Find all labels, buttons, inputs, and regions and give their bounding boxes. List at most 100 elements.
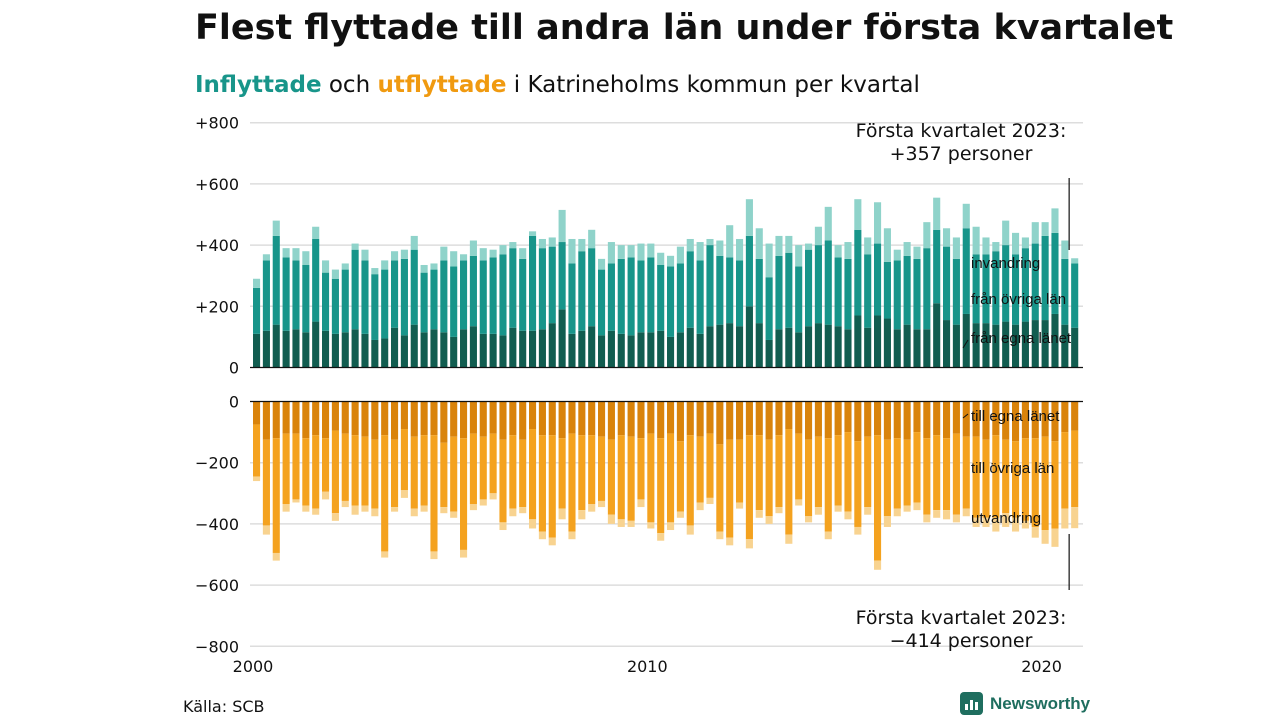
inflow-bar-segment bbox=[381, 260, 389, 270]
inflow-bar-segment bbox=[706, 245, 714, 327]
outflow-bar-segment bbox=[430, 401, 438, 436]
inflow-bar-segment bbox=[676, 246, 684, 264]
inflow-bar-segment bbox=[351, 243, 359, 250]
inflow-bar-segment bbox=[952, 324, 960, 368]
outflow-bar-segment bbox=[499, 401, 507, 440]
outflow-bar-segment bbox=[351, 401, 359, 436]
inflow-bar-segment bbox=[598, 269, 606, 336]
outflow-bar-segment bbox=[952, 401, 960, 434]
inflow-bar-segment bbox=[312, 226, 320, 239]
inflow-bar-segment bbox=[1071, 327, 1079, 368]
inflow-bar-segment bbox=[489, 249, 497, 258]
inflow-bar-segment bbox=[341, 263, 349, 270]
brand-logo[interactable]: Newsworthy bbox=[960, 692, 1090, 715]
inflow-bar-segment bbox=[292, 248, 300, 261]
inflow-bar-segment bbox=[450, 266, 458, 337]
inflow-bar-segment bbox=[272, 235, 280, 325]
outflow-bar-segment bbox=[578, 401, 586, 436]
outflow-bar-segment bbox=[874, 560, 882, 570]
inflow-bar-segment bbox=[696, 242, 704, 261]
inflow-bar-segment bbox=[736, 260, 744, 327]
inflow-bar-segment bbox=[1012, 324, 1020, 368]
outflow-bar-segment bbox=[676, 441, 684, 512]
outflow-bar-segment bbox=[1031, 438, 1039, 527]
outflow-bar-segment bbox=[736, 401, 744, 440]
inflow-bar-segment bbox=[1031, 243, 1039, 321]
outflow-bar-segment bbox=[568, 401, 576, 434]
outflow-bar-segment bbox=[962, 401, 970, 437]
inflow-bar-segment bbox=[420, 332, 428, 368]
outflow-bar-segment bbox=[341, 401, 349, 434]
inflow-bar-segment bbox=[292, 329, 300, 368]
inflow-bar-segment bbox=[785, 252, 793, 328]
inflow-bar-segment bbox=[548, 237, 556, 247]
outflow-bar-segment bbox=[548, 435, 556, 538]
inflow-bar-segment bbox=[834, 257, 842, 327]
inflow-bar-segment bbox=[805, 326, 813, 368]
inflow-bar-segment bbox=[302, 264, 310, 333]
outflow-bar-segment bbox=[519, 439, 527, 508]
inflow-bar-segment bbox=[952, 237, 960, 259]
inflow-bar-segment bbox=[893, 260, 901, 330]
inflow-bar-segment bbox=[1012, 254, 1020, 325]
outflow-bar-segment bbox=[657, 401, 665, 439]
inflow-bar-segment bbox=[992, 324, 1000, 368]
inflow-bar-segment bbox=[312, 321, 320, 368]
inflow-bar-segment bbox=[1051, 313, 1059, 368]
inflow-bar-segment bbox=[864, 327, 872, 368]
outflow-bar-segment bbox=[558, 508, 566, 520]
outflow-bar-segment bbox=[391, 507, 399, 512]
outflow-bar-segment bbox=[814, 507, 822, 515]
outflow-bar-segment bbox=[430, 551, 438, 560]
outflow-bar-segment bbox=[322, 438, 330, 492]
inflow-bar-segment bbox=[883, 228, 891, 262]
inflow-bar-segment bbox=[440, 246, 448, 261]
inflow-bar-segment bbox=[598, 335, 606, 368]
inflow-bar-segment bbox=[1041, 320, 1049, 368]
inflow-bar-segment bbox=[529, 235, 537, 331]
outflow-bar-segment bbox=[430, 435, 438, 552]
inflow-bar-segment bbox=[1071, 258, 1079, 264]
inflow-bar-segment bbox=[430, 329, 438, 368]
inflow-bar-segment bbox=[391, 260, 399, 328]
outflow-bar-segment bbox=[805, 516, 813, 523]
outflow-bar-segment bbox=[696, 401, 704, 437]
outflow-bar-segment bbox=[667, 522, 675, 531]
inflow-bar-segment bbox=[864, 254, 872, 328]
inflow-bar-segment bbox=[410, 235, 418, 250]
y-tick-label: +400 bbox=[195, 236, 239, 255]
inflow-bar-segment bbox=[923, 329, 931, 368]
outflow-bar-segment bbox=[588, 504, 596, 512]
outflow-bar-segment bbox=[647, 401, 655, 434]
outflow-bar-segment bbox=[262, 439, 270, 526]
inflow-bar-segment bbox=[588, 326, 596, 368]
inflow-bar-segment bbox=[440, 260, 448, 333]
outflow-bar-segment bbox=[726, 537, 734, 546]
outflow-bar-segment bbox=[371, 508, 379, 517]
inflow-bar-segment bbox=[785, 235, 793, 253]
outflow-bar-segment bbox=[775, 435, 783, 508]
inflow-bar-segment bbox=[864, 237, 872, 255]
inflow-bar-segment bbox=[499, 254, 507, 336]
outflow-bar-segment bbox=[982, 401, 990, 440]
inflow-bar-segment bbox=[312, 238, 320, 322]
inflow-bar-segment bbox=[509, 327, 517, 368]
inflow-bar-segment bbox=[755, 228, 763, 259]
inflow-bar-segment bbox=[943, 228, 951, 247]
outflow-bar-segment bbox=[607, 439, 615, 515]
outflow-bar-segment bbox=[795, 499, 803, 506]
inflow-bar-segment bbox=[1002, 245, 1010, 322]
inflow-bar-segment bbox=[982, 237, 990, 255]
inflow-bar-segment bbox=[331, 333, 339, 368]
outflow-bar-segment bbox=[893, 508, 901, 517]
inflow-bar-segment bbox=[972, 226, 980, 255]
inflow-bar-segment bbox=[1012, 232, 1020, 255]
inflow-bar-segment bbox=[469, 255, 477, 327]
inflow-bar-segment bbox=[440, 332, 448, 368]
outflow-bar-segment bbox=[933, 510, 941, 518]
outflow-bar-segment bbox=[302, 401, 310, 439]
outflow-bar-segment bbox=[351, 435, 359, 506]
subtitle-rest: i Katrineholms kommun per kvartal bbox=[513, 72, 920, 98]
outflow-bar-segment bbox=[686, 401, 694, 436]
inflow-bar-segment bbox=[509, 242, 517, 249]
